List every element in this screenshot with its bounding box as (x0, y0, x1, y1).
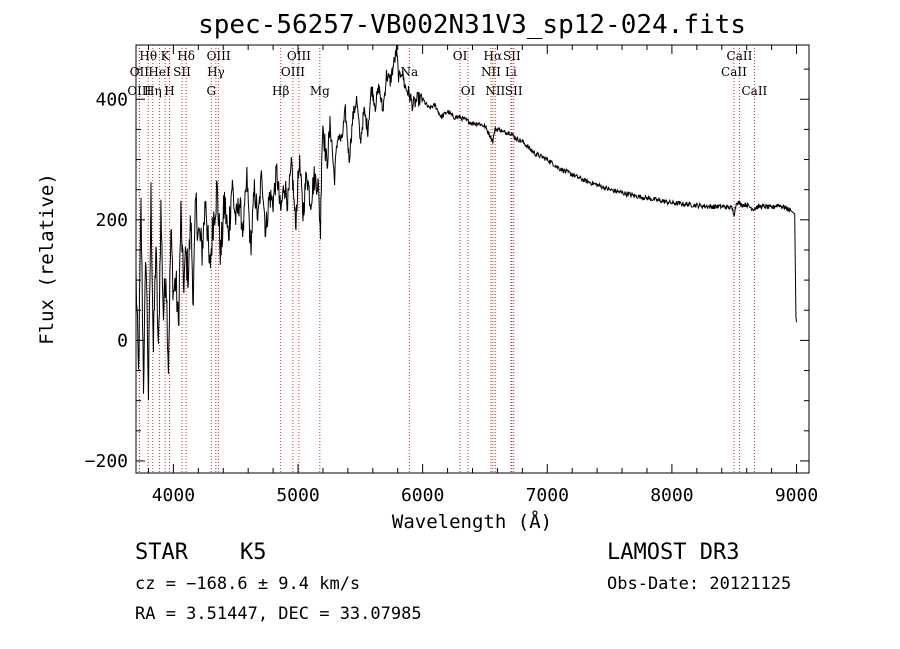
spectral-line-label: H (164, 84, 174, 98)
y-tick-label: 400 (95, 89, 128, 110)
object-subclass: K5 (240, 540, 267, 565)
plot-frame (135, 44, 810, 474)
y-tick-label: 200 (95, 210, 128, 231)
spectral-line-label: Hβ (272, 84, 289, 98)
spectral-line-label: Hδ (177, 49, 195, 63)
spectral-line-label: OIII (207, 49, 231, 63)
chart-title: spec-56257-VB002N31V3_sp12-024.fits (198, 10, 746, 40)
spectral-line-label: NII (481, 65, 501, 79)
spectral-line-label: OI (453, 49, 468, 63)
spectral-line-label: Mg (310, 84, 330, 98)
spectral-line-label: G (206, 84, 216, 98)
spectral-line-label: Hη (144, 84, 162, 98)
spectrum-series (135, 44, 797, 401)
redshift-readout: cz = −168.6 ± 9.4 km/s (135, 574, 361, 594)
spectral-line-label: CaII (741, 84, 767, 98)
y-axis-label: Flux (relative) (36, 173, 58, 345)
spectral-line-label: OI (461, 84, 476, 98)
spectral-line-label: SII (505, 84, 523, 98)
y-tick-label: −200 (85, 451, 128, 472)
x-tick-label: 6000 (401, 485, 444, 506)
coordinates: RA = 3.51447, DEC = 33.07985 (135, 604, 422, 624)
spectral-line-label: Hγ (207, 65, 225, 79)
y-tick-label: 0 (117, 330, 128, 351)
x-tick-label: 7000 (526, 485, 569, 506)
spectrum-line (135, 44, 797, 401)
x-axis-label: Wavelength (Å) (392, 510, 552, 533)
spectral-line-label: OIII (281, 65, 305, 79)
spectral-line-label: HeI (148, 65, 171, 79)
spectral-line-label: SII (173, 65, 191, 79)
x-tick-label: 9000 (775, 485, 818, 506)
spectral-line-label: CaII (721, 65, 747, 79)
survey-name: LAMOST DR3 (607, 540, 740, 565)
spectral-line-label: OIII (287, 49, 311, 63)
x-tick-label: 5000 (276, 485, 319, 506)
axis-ticks: 4000 5000 6000 7000 8000 9000 −200 0 200 400 (85, 45, 818, 506)
spectral-line-label: Hα (484, 49, 503, 63)
spectral-line-label: OIII (127, 84, 151, 98)
spectral-line-label: K (161, 49, 171, 63)
spectral-line-label: Hθ (139, 49, 157, 63)
x-tick-label: 4000 (152, 485, 195, 506)
spectral-line-label: SII (503, 49, 521, 63)
spectral-line-label: CaII (727, 49, 753, 63)
x-tick-label: 8000 (650, 485, 693, 506)
obs-date: Obs-Date: 20121125 (607, 574, 792, 594)
spectral-line-label: Li (505, 65, 517, 79)
spectral-line-label: Na (400, 65, 418, 79)
object-class: STAR (135, 540, 188, 565)
spectral-line-label: NII (485, 84, 505, 98)
